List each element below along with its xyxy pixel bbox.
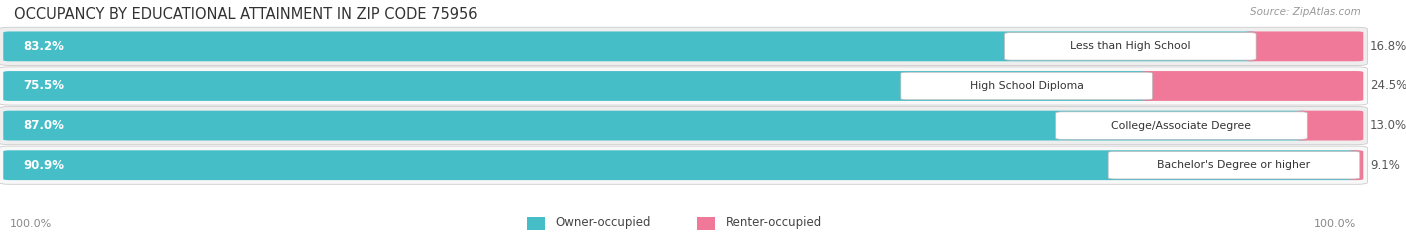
FancyBboxPatch shape (1056, 112, 1308, 139)
Text: 100.0%: 100.0% (1315, 219, 1357, 229)
FancyBboxPatch shape (901, 72, 1153, 100)
FancyBboxPatch shape (527, 217, 544, 230)
FancyBboxPatch shape (3, 71, 1153, 101)
Text: 16.8%: 16.8% (1369, 40, 1406, 53)
FancyBboxPatch shape (0, 146, 1368, 184)
Text: Renter-occupied: Renter-occupied (725, 216, 821, 230)
Text: 24.5%: 24.5% (1369, 79, 1406, 93)
Text: High School Diploma: High School Diploma (970, 81, 1084, 91)
FancyBboxPatch shape (1004, 33, 1256, 60)
FancyBboxPatch shape (1142, 71, 1364, 101)
Text: Bachelor's Degree or higher: Bachelor's Degree or higher (1157, 160, 1310, 170)
FancyBboxPatch shape (3, 111, 1308, 140)
FancyBboxPatch shape (0, 106, 1368, 145)
FancyBboxPatch shape (3, 150, 1360, 180)
FancyBboxPatch shape (0, 27, 1368, 65)
Text: 9.1%: 9.1% (1369, 159, 1400, 172)
Text: Less than High School: Less than High School (1070, 41, 1191, 51)
FancyBboxPatch shape (1348, 150, 1364, 180)
Text: OCCUPANCY BY EDUCATIONAL ATTAINMENT IN ZIP CODE 75956: OCCUPANCY BY EDUCATIONAL ATTAINMENT IN Z… (14, 7, 478, 22)
Text: College/Associate Degree: College/Associate Degree (1112, 121, 1251, 130)
Text: 87.0%: 87.0% (24, 119, 65, 132)
Text: Source: ZipAtlas.com: Source: ZipAtlas.com (1250, 7, 1361, 17)
FancyBboxPatch shape (0, 67, 1368, 105)
Text: 90.9%: 90.9% (24, 159, 65, 172)
FancyBboxPatch shape (1108, 151, 1360, 179)
Text: 13.0%: 13.0% (1369, 119, 1406, 132)
FancyBboxPatch shape (1296, 111, 1364, 140)
Text: Owner-occupied: Owner-occupied (555, 216, 651, 230)
Text: 75.5%: 75.5% (24, 79, 65, 93)
FancyBboxPatch shape (3, 31, 1256, 61)
FancyBboxPatch shape (697, 217, 714, 230)
FancyBboxPatch shape (1246, 31, 1364, 61)
Text: 100.0%: 100.0% (10, 219, 52, 229)
Text: 83.2%: 83.2% (24, 40, 65, 53)
